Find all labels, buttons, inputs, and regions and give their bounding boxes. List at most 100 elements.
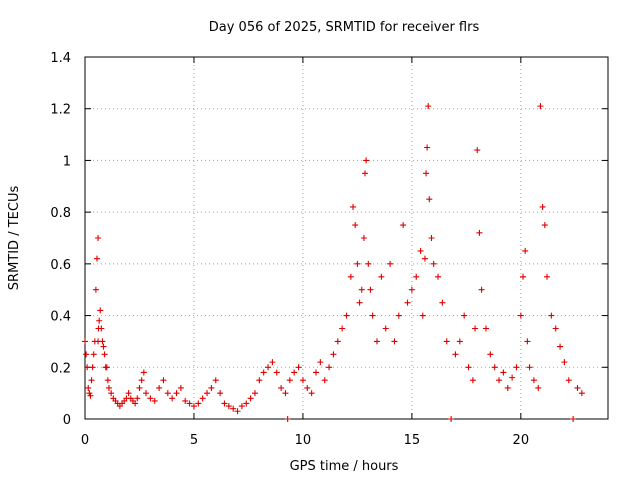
data-point <box>570 416 577 422</box>
x-tick-label: 0 <box>81 433 89 448</box>
data-point <box>395 312 402 319</box>
data-point <box>136 384 143 391</box>
data-point <box>425 103 432 110</box>
data-point <box>190 403 197 410</box>
data-point <box>134 395 141 402</box>
data-point <box>362 170 369 177</box>
data-point <box>543 273 550 280</box>
data-point <box>424 144 431 151</box>
data-point <box>317 359 324 366</box>
data-point <box>199 395 206 402</box>
data-point <box>86 390 93 397</box>
data-point <box>90 351 97 358</box>
data-point <box>421 255 428 262</box>
data-point <box>132 400 139 407</box>
data-point <box>265 364 272 371</box>
data-point <box>269 359 276 366</box>
data-point <box>89 364 96 371</box>
data-point <box>92 286 99 293</box>
data-point <box>491 364 498 371</box>
data-point <box>517 312 524 319</box>
data-point <box>138 377 145 384</box>
data-point <box>423 170 430 177</box>
data-point <box>522 247 529 254</box>
data-point <box>524 338 531 345</box>
data-point <box>360 235 367 241</box>
data-point <box>526 364 533 371</box>
data-point <box>356 299 363 306</box>
data-point <box>354 260 361 267</box>
data-point <box>537 103 544 110</box>
data-point <box>284 416 291 422</box>
data-point <box>367 286 374 293</box>
data-point <box>541 222 548 229</box>
data-point <box>474 147 481 154</box>
data-point <box>448 416 455 422</box>
y-tick-label: 1.4 <box>50 51 71 66</box>
data-point <box>363 157 370 164</box>
data-point <box>426 196 433 203</box>
data-point <box>105 384 112 391</box>
data-point <box>143 390 150 397</box>
y-tick-labels: 0 0.2 0.4 0.6 0.8 1 1.2 1.4 <box>50 51 71 428</box>
data-point <box>221 400 228 407</box>
data-point <box>574 384 581 391</box>
data-point <box>482 325 489 332</box>
data-point <box>456 338 463 345</box>
data-point <box>186 400 193 407</box>
data-point <box>413 273 420 280</box>
data-point <box>504 384 511 391</box>
data-point <box>439 299 446 306</box>
data-point <box>251 390 258 397</box>
data-point <box>260 369 267 376</box>
data-point <box>125 390 132 397</box>
data-point <box>530 377 537 384</box>
data-point <box>291 369 298 376</box>
x-tick-labels: 0 5 10 15 20 <box>81 433 529 448</box>
chart-title: Day 056 of 2025, SRMTID for receiver flr… <box>209 20 480 35</box>
data-point <box>369 312 376 319</box>
y-tick-label: 1.2 <box>50 103 71 118</box>
data-point <box>343 312 350 319</box>
data-point <box>230 405 237 412</box>
data-point <box>195 400 202 407</box>
data-point <box>182 397 189 404</box>
data-points <box>82 103 585 422</box>
data-point <box>308 390 315 397</box>
data-point <box>469 377 476 384</box>
x-tick-label: 15 <box>404 433 421 448</box>
data-point <box>286 377 293 384</box>
data-point <box>350 203 357 210</box>
data-point <box>557 343 564 350</box>
data-point <box>147 395 154 402</box>
data-point <box>97 307 104 314</box>
data-point <box>84 364 91 371</box>
data-point <box>103 364 110 371</box>
plot-frame <box>84 56 609 420</box>
data-point <box>95 235 102 241</box>
data-point <box>404 299 411 306</box>
y-tick-label: 0.6 <box>50 258 71 273</box>
data-point <box>225 403 232 410</box>
data-point <box>430 260 437 267</box>
data-point <box>204 390 211 397</box>
x-tick-label: 10 <box>295 433 312 448</box>
data-point <box>330 351 337 358</box>
data-point <box>374 338 381 345</box>
data-point <box>513 364 520 371</box>
data-point <box>535 384 542 391</box>
data-point <box>428 235 435 241</box>
data-point <box>520 273 527 280</box>
data-point <box>435 273 442 280</box>
data-point <box>561 359 568 366</box>
data-point <box>212 377 219 384</box>
data-point <box>378 273 385 280</box>
data-point <box>164 390 171 397</box>
data-point <box>256 377 263 384</box>
data-point <box>487 351 494 358</box>
data-point <box>509 374 516 381</box>
data-point <box>365 260 372 267</box>
data-point <box>312 369 319 376</box>
data-point <box>101 351 108 358</box>
data-point <box>88 377 95 384</box>
